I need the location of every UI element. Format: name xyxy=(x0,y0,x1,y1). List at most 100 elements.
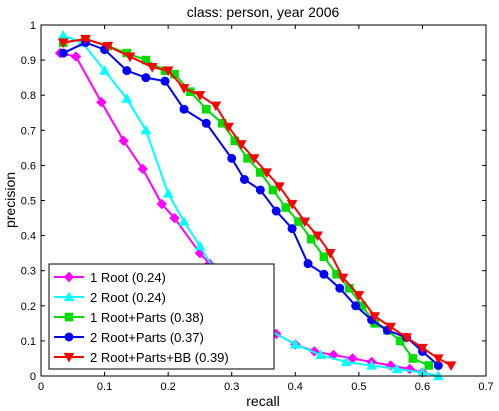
legend-entry-3: 2 Root+Parts (0.37) xyxy=(54,330,204,345)
data-point-4-24 xyxy=(432,354,444,364)
data-point-4-9 xyxy=(223,122,234,133)
legend-swatch-marker xyxy=(64,332,74,342)
y-tick-label: 1 xyxy=(30,20,36,32)
data-point-1-14 xyxy=(340,356,352,367)
data-point-1-15 xyxy=(366,359,377,370)
data-point-2-25 xyxy=(424,361,434,370)
data-point-0-4 xyxy=(137,163,148,175)
chart-title: class: person, year 2006 xyxy=(187,4,340,20)
data-point-2-16 xyxy=(306,234,316,244)
data-point-4-13 xyxy=(274,182,285,192)
data-point-4-5 xyxy=(162,66,174,77)
data-point-2-13 xyxy=(268,185,278,195)
data-point-3-15 xyxy=(335,283,345,293)
data-point-1-12 xyxy=(289,338,301,349)
legend-label: 2 Root+Parts+BB (0.39) xyxy=(90,350,229,365)
y-tick-label: 0 xyxy=(30,371,36,383)
data-point-4-2 xyxy=(102,41,114,52)
legend-entry-1: 2 Root (0.24) xyxy=(54,290,166,305)
legend-swatch-marker xyxy=(63,271,75,283)
data-point-0-3 xyxy=(118,135,129,147)
y-tick-label: 0.8 xyxy=(21,90,36,102)
data-point-3-14 xyxy=(319,269,329,279)
data-point-1-4 xyxy=(140,124,152,135)
data-point-3-7 xyxy=(201,118,211,128)
data-point-4-14 xyxy=(286,199,298,210)
data-point-1-16 xyxy=(391,363,403,374)
tick-layer: 0 0.1 0.2 0.3 0.4 0.5 0.6 0.7 0 0.1 0.2 0.3 0.4 0.5 0.… xyxy=(21,20,494,393)
x-axis-label: recall xyxy=(246,393,279,409)
data-point-4-20 xyxy=(369,312,381,322)
x-tick-label: 0.4 xyxy=(288,381,303,393)
data-point-2-14 xyxy=(281,203,291,212)
data-point-3-16 xyxy=(351,301,361,311)
y-tick-label: 0.6 xyxy=(21,160,36,172)
plot-frame xyxy=(40,24,487,377)
x-tick-label: 0.5 xyxy=(351,381,366,393)
x-tick-label: 0.1 xyxy=(97,381,112,393)
data-point-3-9 xyxy=(239,174,249,184)
y-axis-label: precision xyxy=(2,172,18,228)
data-point-1-7 xyxy=(194,240,206,251)
data-point-4-21 xyxy=(385,322,396,333)
data-point-4-3 xyxy=(124,52,136,63)
data-point-1-2 xyxy=(99,65,110,75)
data-point-3-8 xyxy=(227,153,237,163)
data-point-4-11 xyxy=(248,154,260,164)
legend-entry-0: 1 Root (0.24) xyxy=(54,270,166,285)
data-point-2-24 xyxy=(408,354,418,363)
y-tick-label: 0.2 xyxy=(21,301,36,313)
legend-entry-4: 2 Root+Parts+BB (0.39) xyxy=(54,350,229,365)
data-point-4-12 xyxy=(261,168,273,178)
x-tick-label: 0.7 xyxy=(478,381,493,393)
data-point-4-15 xyxy=(299,217,311,228)
series-line-3 xyxy=(62,41,439,367)
data-point-4-22 xyxy=(401,333,412,343)
legend-label: 1 Root (0.24) xyxy=(90,270,166,285)
data-point-4-18 xyxy=(337,273,349,284)
data-point-4-4 xyxy=(146,63,158,73)
data-point-4-17 xyxy=(324,249,336,259)
data-point-0-1 xyxy=(70,51,82,62)
x-tick-label: 0 xyxy=(38,381,44,393)
data-point-3-5 xyxy=(160,76,170,86)
data-point-2-17 xyxy=(319,252,329,261)
data-point-3-6 xyxy=(179,104,189,114)
data-point-1-5 xyxy=(162,187,174,198)
data-point-4-8 xyxy=(210,101,222,112)
x-tick-label: 0.3 xyxy=(224,381,239,393)
data-point-4-1 xyxy=(80,34,91,45)
data-point-4-6 xyxy=(178,84,190,94)
legend: 1 Root (0.24) 2 Root (0.24) 1 Root+Parts (… xyxy=(48,263,275,370)
data-point-3-3 xyxy=(122,66,132,76)
y-tick-label: 0.4 xyxy=(21,231,36,243)
data-point-3-4 xyxy=(141,73,151,83)
y-tick-label: 0.9 xyxy=(21,55,36,67)
y-tick-label: 0.1 xyxy=(21,336,36,348)
data-point-4-16 xyxy=(312,231,323,242)
data-point-0-5 xyxy=(156,198,167,210)
data-point-3-0 xyxy=(58,48,68,58)
legend-label: 2 Root (0.24) xyxy=(90,290,166,305)
series-layer xyxy=(54,30,457,381)
data-point-4-10 xyxy=(235,140,247,150)
data-point-3-11 xyxy=(271,206,281,216)
data-point-4-19 xyxy=(353,291,365,301)
data-point-3-13 xyxy=(303,259,313,269)
x-tick-label: 0.6 xyxy=(415,381,430,393)
data-point-0-6 xyxy=(169,212,180,224)
data-point-4-25 xyxy=(445,361,457,371)
y-tick-label: 0.7 xyxy=(21,125,36,137)
data-point-1-13 xyxy=(315,349,327,360)
data-point-3-12 xyxy=(287,224,297,234)
data-point-1-3 xyxy=(121,93,133,103)
legend-swatch-marker xyxy=(63,352,75,363)
legend-swatch-marker xyxy=(63,291,75,302)
y-tick-label: 0.3 xyxy=(21,266,36,278)
data-point-1-6 xyxy=(178,216,190,226)
data-point-4-23 xyxy=(417,343,428,354)
data-point-4-0 xyxy=(57,38,69,49)
data-point-2-8 xyxy=(201,104,211,114)
y-tick-label: 0.5 xyxy=(21,196,36,208)
